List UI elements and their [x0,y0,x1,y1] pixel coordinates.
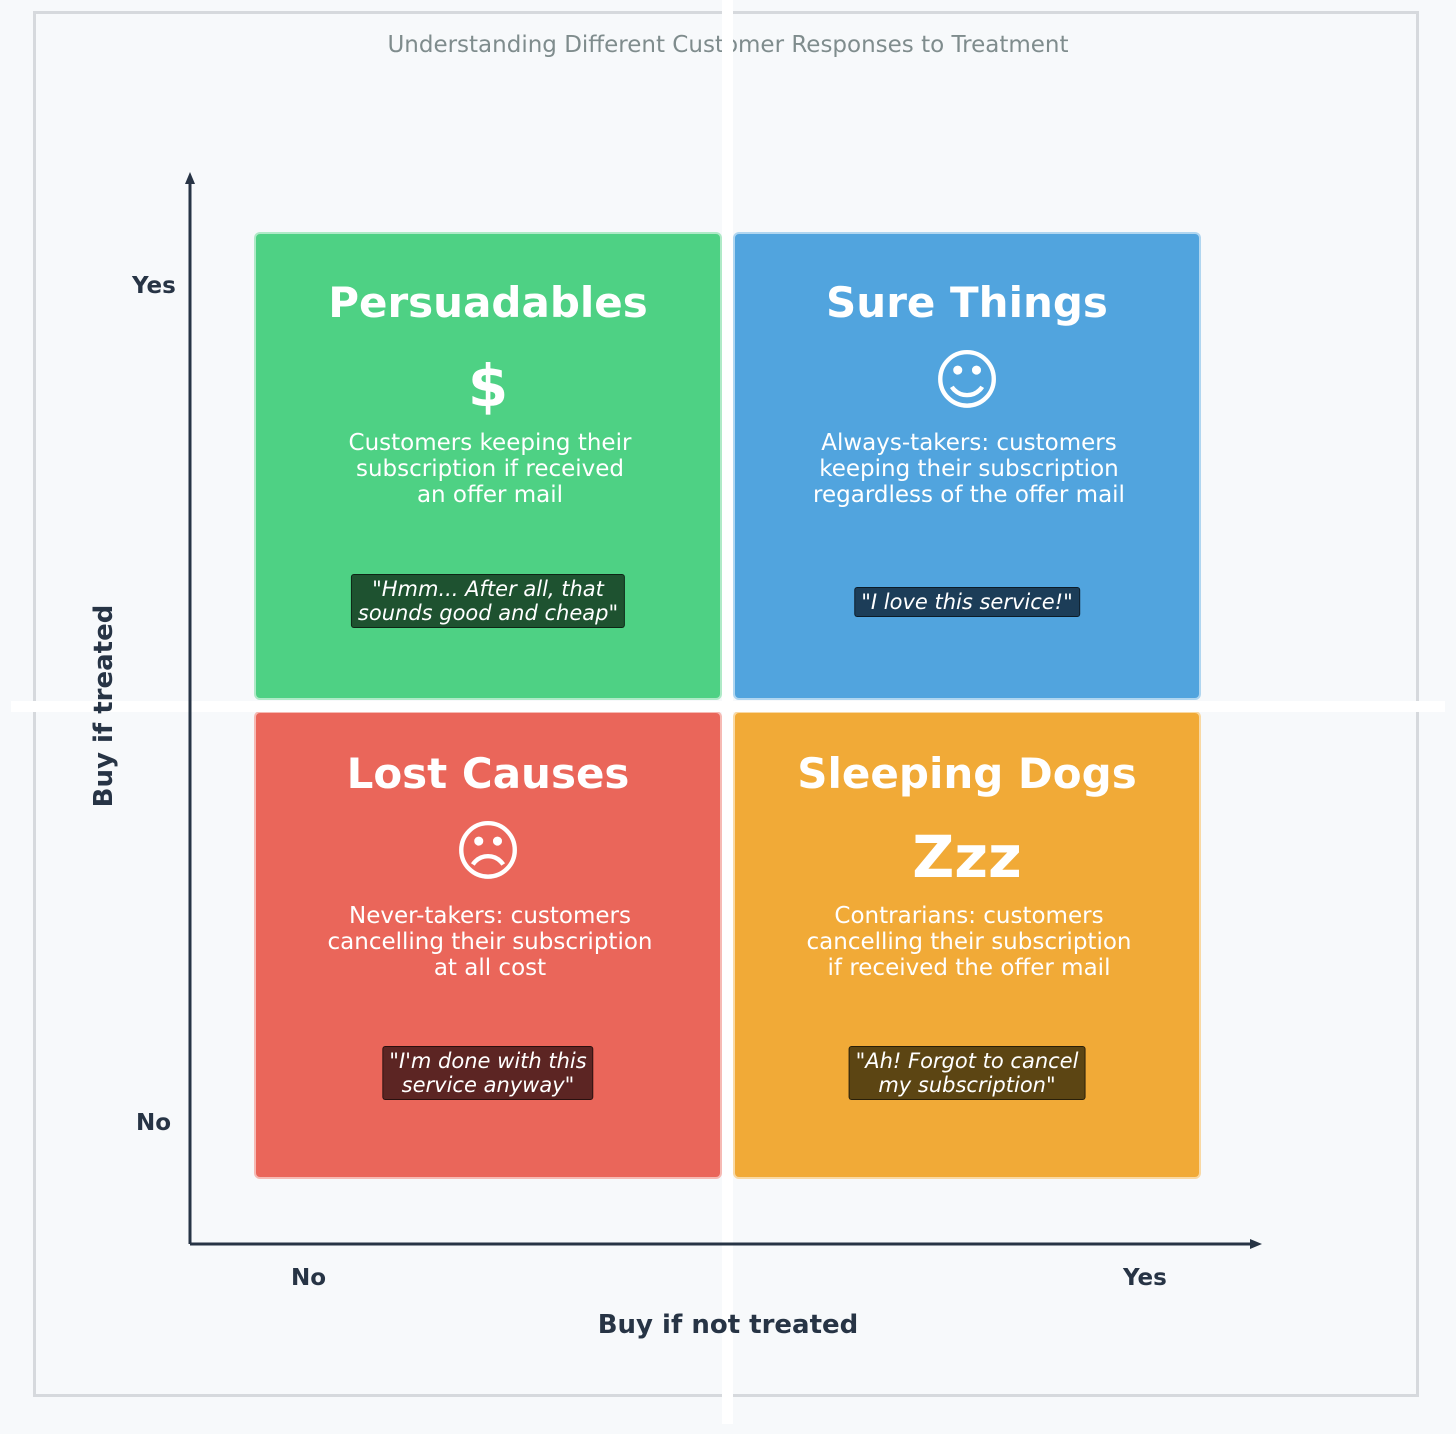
x-tick-no: No [291,1265,327,1291]
horizontal-divider [11,701,1445,712]
quadrant-title: Lost Causes [346,749,630,798]
quote-box: "I'm done with this service anyway" [382,1046,594,1100]
quadrant-lost-causes: Lost Causes ☹ Never-takers: customers ca… [254,711,722,1179]
y-tick-yes: Yes [132,273,176,299]
quadrant-title: Persuadables [328,278,648,327]
y-tick-no: No [136,1110,172,1136]
smiley-face-icon: ☺ [932,342,1002,419]
x-axis-title: Buy if not treated [597,1310,859,1340]
sleep-zzz-icon: Zzz [912,823,1022,891]
quadrant-description: Customers keeping their subscription if … [348,430,632,508]
quote-box: "I love this service!" [854,587,1080,617]
y-axis-title: Buy if treated [89,604,119,808]
sad-face-icon: ☹ [453,813,523,890]
quote-box: "Ah! Forgot to cancel my subscription" [848,1046,1086,1100]
x-tick-yes: Yes [1123,1265,1167,1291]
quadrant-description: Contrarians: customers cancelling their … [806,903,1132,981]
quadrant-description: Never-takers: customers cancelling their… [327,903,653,981]
x-axis-arrowhead [1250,1239,1262,1249]
quadrant-title: Sleeping Dogs [797,749,1137,798]
quadrant-title: Sure Things [826,278,1108,327]
quadrant-description: Always-takers: customers keeping their s… [813,430,1125,508]
quadrant-sure-things: Sure Things ☺ Always-takers: customers k… [733,232,1201,700]
vertical-divider [722,0,733,1424]
dollar-icon: $ [467,352,509,420]
y-axis-arrowhead [185,172,195,184]
quadrant-persuadables: Persuadables $ Customers keeping their s… [254,232,722,700]
quadrant-sleeping-dogs: Sleeping Dogs Zzz Contrarians: customers… [733,711,1201,1179]
quote-box: "Hmm... After all, that sounds good and … [350,574,626,628]
